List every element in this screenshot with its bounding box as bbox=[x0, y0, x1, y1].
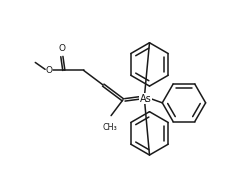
Text: CH₃: CH₃ bbox=[103, 122, 117, 132]
Text: As: As bbox=[140, 94, 151, 104]
Text: O: O bbox=[46, 66, 53, 75]
Text: O: O bbox=[58, 44, 65, 53]
